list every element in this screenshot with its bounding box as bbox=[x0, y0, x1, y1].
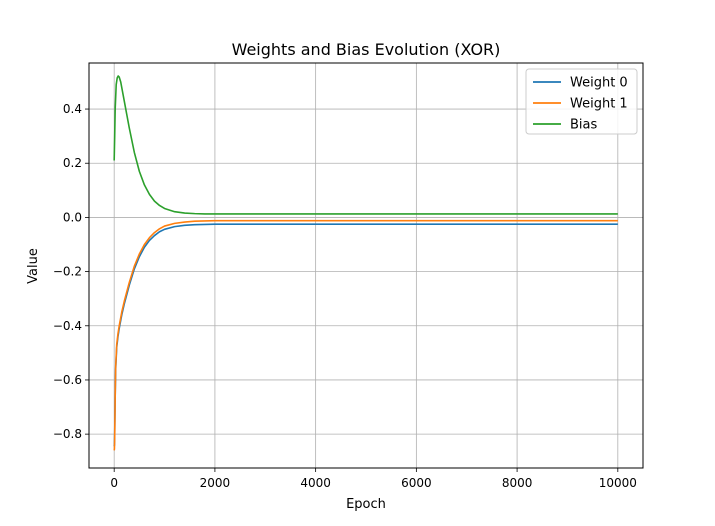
series-line-bias bbox=[113, 75, 618, 215]
x-tick-label: 8000 bbox=[502, 476, 533, 490]
y-tick-label: −0.8 bbox=[53, 427, 82, 441]
legend-label: Weight 1 bbox=[570, 97, 628, 112]
y-tick-label: 0.0 bbox=[63, 210, 82, 224]
y-tick-label: 0.2 bbox=[63, 156, 82, 170]
legend: Weight 0 Weight 1 Bias bbox=[525, 68, 638, 135]
y-tick-label: −0.2 bbox=[53, 265, 82, 279]
x-tick-label: 6000 bbox=[401, 476, 432, 490]
x-axis-ticks: 0 2000 4000 6000 8000 10000 bbox=[110, 468, 637, 490]
y-axis-label: Value bbox=[26, 248, 41, 284]
x-tick-label: 4000 bbox=[300, 476, 331, 490]
series-layer bbox=[113, 75, 618, 451]
legend-label: Bias bbox=[570, 118, 597, 133]
series-line-weight-1 bbox=[113, 219, 618, 451]
axes-frame bbox=[88, 62, 644, 469]
x-axis-label: Epoch bbox=[346, 497, 386, 512]
x-tick-label: 2000 bbox=[200, 476, 231, 490]
y-tick-label: 0.4 bbox=[63, 102, 82, 116]
x-tick-label: 10000 bbox=[599, 476, 637, 490]
chart-title: Weights and Bias Evolution (XOR) bbox=[232, 40, 501, 59]
legend-label: Weight 0 bbox=[570, 76, 628, 91]
grid-lines bbox=[89, 63, 643, 468]
plot-area bbox=[88, 62, 644, 469]
legend-box bbox=[525, 68, 638, 135]
y-tick-label: −0.4 bbox=[53, 319, 82, 333]
x-tick-label: 0 bbox=[110, 476, 118, 490]
y-axis-ticks: −0.8 −0.6 −0.4 −0.2 0.0 0.2 0.4 bbox=[53, 102, 89, 441]
y-tick-label: −0.6 bbox=[53, 373, 82, 387]
